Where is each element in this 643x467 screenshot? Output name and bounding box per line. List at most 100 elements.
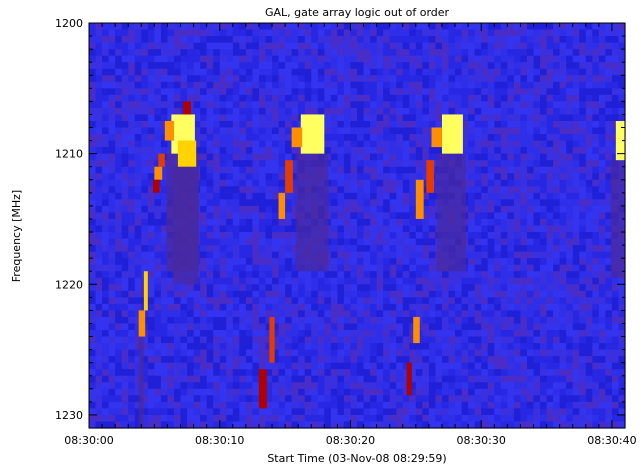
heatmap-cell <box>200 94 208 102</box>
heatmap-cell <box>265 303 273 312</box>
heatmap-cell <box>376 205 384 214</box>
heatmap-cell <box>513 68 522 76</box>
heatmap-cell <box>167 23 175 31</box>
heatmap-cell <box>520 186 528 194</box>
heatmap-cell <box>108 55 116 63</box>
heatmap-cell <box>272 179 280 187</box>
heatmap-cell <box>285 205 293 214</box>
heatmap-cell <box>350 101 358 109</box>
heatmap-cell <box>350 310 358 318</box>
heatmap-cell <box>481 192 489 200</box>
heatmap-cell <box>180 343 188 351</box>
heatmap-cell <box>559 23 567 31</box>
heatmap-cell <box>500 212 508 220</box>
heatmap-cell <box>357 218 365 227</box>
heatmap-cell <box>559 107 567 116</box>
heatmap-cell <box>343 114 352 122</box>
heatmap-cell <box>239 238 247 246</box>
heatmap-cell <box>618 114 626 122</box>
heatmap-cell <box>592 23 600 31</box>
heatmap-cell <box>252 310 260 318</box>
heatmap-cell <box>461 101 469 109</box>
heatmap-cell <box>540 349 548 357</box>
heatmap-cell <box>520 173 528 181</box>
heatmap-cell <box>507 29 515 37</box>
heatmap-cell <box>487 290 495 298</box>
heatmap-cell <box>128 245 136 253</box>
heatmap-cell <box>363 323 371 331</box>
heatmap-cell <box>553 114 561 122</box>
heatmap-cell <box>239 264 247 272</box>
heatmap-cell <box>370 375 378 383</box>
heatmap-cell <box>546 134 554 142</box>
heatmap-cell <box>376 23 384 31</box>
heatmap-cell <box>265 192 273 200</box>
heatmap-cell <box>409 316 417 325</box>
heatmap-cell <box>154 199 162 207</box>
heatmap-cell <box>206 388 214 396</box>
heatmap-cell <box>520 303 528 312</box>
heatmap-cell <box>213 160 221 168</box>
heatmap-cell <box>272 212 280 220</box>
heatmap-cell <box>553 23 561 31</box>
heatmap-cell <box>239 147 247 155</box>
heatmap-cell <box>487 310 495 318</box>
heatmap-cell <box>291 277 299 285</box>
heatmap-cell <box>533 323 541 331</box>
heatmap-cell <box>350 199 358 207</box>
heatmap-cell <box>350 23 358 31</box>
heatmap-cell <box>468 245 476 253</box>
heatmap-cell <box>428 382 437 390</box>
heatmap-cell <box>278 81 286 89</box>
heatmap-cell <box>173 55 182 63</box>
heatmap-cell <box>383 303 391 312</box>
heatmap-cell <box>180 94 188 102</box>
heatmap-cell <box>102 343 110 351</box>
heatmap-cell <box>193 290 201 298</box>
heatmap-cell <box>481 238 489 246</box>
heatmap-cell <box>311 36 319 44</box>
heatmap-cell <box>219 218 227 227</box>
heatmap-cell <box>311 101 319 109</box>
heatmap-cell <box>402 212 410 220</box>
heatmap-cell <box>187 303 195 312</box>
heatmap-cell <box>285 336 293 344</box>
heatmap-cell <box>592 179 600 187</box>
heatmap-cell <box>572 55 580 63</box>
heatmap-cell <box>396 29 404 37</box>
heatmap-cell <box>415 107 423 116</box>
heatmap-cell <box>546 375 554 383</box>
heatmap-cell <box>330 147 338 155</box>
heatmap-cell <box>494 277 502 285</box>
heatmap-cell <box>252 238 260 246</box>
heatmap-cell <box>357 62 365 70</box>
heatmap-cell <box>441 55 450 63</box>
heatmap-cell <box>330 42 338 50</box>
heatmap-cell <box>278 277 286 285</box>
heatmap-cell <box>128 271 136 279</box>
heatmap-cell <box>513 179 522 187</box>
heatmap-cell <box>572 62 580 70</box>
heatmap-cell <box>487 94 495 102</box>
heatmap-cell <box>330 186 338 194</box>
heatmap-cell <box>559 166 567 174</box>
heatmap-cell <box>167 316 175 325</box>
heatmap-cell <box>121 147 129 155</box>
heatmap-cell <box>141 29 149 37</box>
heatmap-cell <box>487 284 495 292</box>
heatmap-cell <box>533 271 541 279</box>
heatmap-cell <box>200 395 208 403</box>
heatmap-cell <box>121 192 129 200</box>
heatmap-cell <box>265 330 273 338</box>
heatmap-cell <box>468 94 476 102</box>
heatmap-cell <box>272 251 280 259</box>
heatmap-cell <box>540 179 548 187</box>
heatmap-cell <box>258 23 267 31</box>
heatmap-cell <box>415 284 423 292</box>
heatmap-cell <box>89 382 97 390</box>
heatmap-cell <box>134 349 142 357</box>
heatmap-cell <box>108 218 116 227</box>
heatmap-cell <box>128 81 136 89</box>
heatmap-cell <box>500 62 508 70</box>
heatmap-cell <box>193 356 201 364</box>
